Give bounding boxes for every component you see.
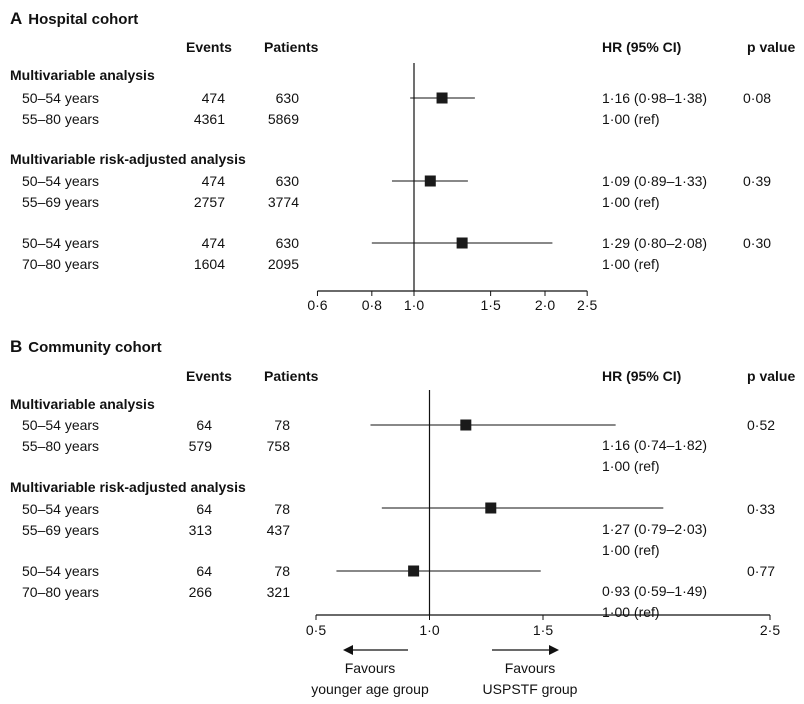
b-row-hr: 1·16 (0·74–1·82) — [602, 437, 708, 453]
b-row-hr: 1·00 (ref) — [602, 458, 660, 474]
b-x-tick-label: 1·0 — [419, 622, 439, 638]
a-header-patients: Patients — [264, 39, 319, 55]
b-row-patients: 78 — [274, 563, 290, 579]
b-x-tick-label: 1·5 — [533, 622, 553, 638]
panel-b-title-text: Community cohort — [28, 339, 162, 356]
favours-left-arrowhead — [343, 645, 353, 655]
a-row-hr: 1·09 (0·89–1·33) — [602, 173, 708, 189]
b-section-risk-adjusted: Multivariable risk-adjusted analysis — [10, 479, 246, 495]
b-row-label: 50–54 years — [22, 563, 100, 579]
a-row-patients: 630 — [275, 90, 299, 106]
a-row-events: 474 — [201, 173, 225, 189]
b-row-p: 0·33 — [747, 501, 776, 517]
a-row-patients: 3774 — [267, 194, 299, 210]
b-row-events: 313 — [188, 522, 212, 538]
favours-left-line1: Favours — [344, 660, 396, 676]
a-header-events: Events — [186, 39, 232, 55]
a-row-label: 50–54 years — [22, 235, 100, 251]
a-section-multivariable: Multivariable analysis — [10, 67, 155, 83]
favours-right-arrowhead — [549, 645, 559, 655]
a-row-hr: 1·00 (ref) — [602, 256, 660, 272]
a-hr-point — [436, 92, 448, 104]
b-row-p: 0·77 — [747, 563, 776, 579]
panel-a-letter: A — [10, 9, 23, 28]
a-row-patients: 630 — [275, 235, 299, 251]
a-row-label: 55–69 years — [22, 194, 100, 210]
b-row-hr: 1·00 (ref) — [602, 542, 660, 558]
panel-b-title: B Community cohort — [10, 338, 162, 355]
a-row-events: 474 — [201, 90, 225, 106]
b-row-patients: 78 — [274, 417, 290, 433]
b-row-events: 64 — [196, 417, 212, 433]
b-row-events: 579 — [188, 438, 212, 454]
favours-left-line2: younger age group — [311, 681, 429, 697]
a-x-tick-label: 2·0 — [535, 297, 555, 313]
a-row-label: 50–54 years — [22, 173, 100, 189]
b-row-label: 50–54 years — [22, 417, 100, 433]
panel-a-title: A Hospital cohort — [10, 10, 138, 27]
b-row-label: 55–69 years — [22, 522, 100, 538]
b-row-patients: 758 — [266, 438, 290, 454]
b-row-label: 50–54 years — [22, 501, 100, 517]
b-hr-point — [485, 502, 497, 514]
b-row-patients: 78 — [274, 501, 290, 517]
a-row-p: 0·30 — [743, 235, 772, 251]
a-row-hr: 1·29 (0·80–2·08) — [602, 235, 708, 251]
a-row-label: 55–80 years — [22, 111, 100, 127]
favours-right-line2: USPSTF group — [482, 681, 578, 697]
a-hr-point — [424, 175, 436, 187]
a-row-label: 70–80 years — [22, 256, 100, 272]
a-row-hr: 1·16 (0·98–1·38) — [602, 90, 708, 106]
a-hr-point — [456, 237, 468, 249]
panel-b-letter: B — [10, 337, 23, 356]
b-hr-point — [460, 419, 472, 431]
a-row-p: 0·08 — [743, 90, 772, 106]
b-section-multivariable: Multivariable analysis — [10, 396, 155, 412]
b-row-patients: 321 — [266, 584, 290, 600]
a-row-events: 4361 — [193, 111, 225, 127]
a-row-patients: 630 — [275, 173, 299, 189]
b-header-hr: HR (95% CI) — [602, 368, 682, 384]
a-x-tick-label: 2·5 — [577, 297, 597, 313]
a-header-hr: HR (95% CI) — [602, 39, 682, 55]
a-header-p: p value — [747, 39, 796, 55]
a-x-tick-label: 1·5 — [481, 297, 501, 313]
b-header-events: Events — [186, 368, 232, 384]
b-row-label: 70–80 years — [22, 584, 100, 600]
panel-a-title-text: Hospital cohort — [28, 11, 139, 28]
a-row-hr: 1·00 (ref) — [602, 111, 660, 127]
b-row-events: 64 — [196, 563, 212, 579]
a-section-risk-adjusted: Multivariable risk-adjusted analysis — [10, 151, 246, 167]
a-row-patients: 2095 — [267, 256, 299, 272]
b-hr-point — [408, 565, 420, 577]
a-x-tick-label: 0·6 — [307, 297, 327, 313]
a-row-label: 50–54 years — [22, 90, 100, 106]
b-row-hr: 1·27 (0·79–2·03) — [602, 521, 708, 537]
b-row-events: 266 — [188, 584, 212, 600]
a-row-hr: 1·00 (ref) — [602, 194, 660, 210]
a-row-p: 0·39 — [743, 173, 772, 189]
b-header-patients: Patients — [264, 368, 319, 384]
favours-right-line1: Favours — [504, 660, 556, 676]
b-row-events: 64 — [196, 501, 212, 517]
b-x-tick-label: 0·5 — [306, 622, 326, 638]
a-row-events: 1604 — [193, 256, 225, 272]
a-row-events: 474 — [201, 235, 225, 251]
b-row-p: 0·52 — [747, 417, 776, 433]
b-row-patients: 437 — [266, 522, 290, 538]
b-row-hr: 0·93 (0·59–1·49) — [602, 583, 708, 599]
a-row-patients: 5869 — [267, 111, 299, 127]
b-header-p: p value — [747, 368, 796, 384]
a-x-tick-label: 0·8 — [362, 297, 382, 313]
b-x-tick-label: 2·5 — [760, 622, 780, 638]
a-row-events: 2757 — [193, 194, 225, 210]
a-x-tick-label: 1·0 — [404, 297, 424, 313]
b-row-label: 55–80 years — [22, 438, 100, 454]
